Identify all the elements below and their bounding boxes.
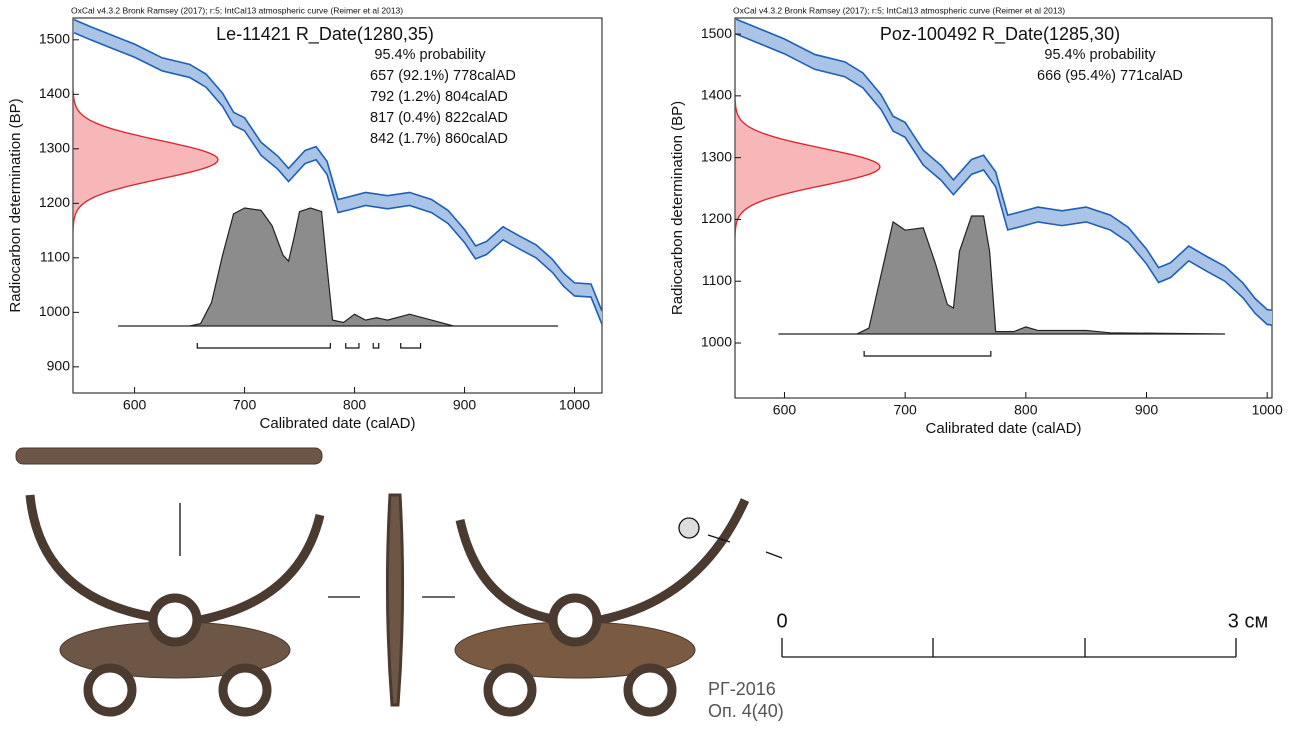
- curve-band: [74, 19, 602, 325]
- scale-label: 3 см: [1228, 610, 1268, 632]
- artifact-ring: [148, 593, 202, 647]
- y-tick-label: 1100: [702, 272, 732, 288]
- y-tick-label: 1500: [701, 25, 732, 41]
- scale-label: 0: [776, 610, 787, 632]
- x-tick-label: 900: [1135, 402, 1159, 418]
- y-axis-label: Radiocarbon determination (BP): [669, 101, 686, 315]
- artifact-ring: [83, 663, 137, 717]
- artifact-drawings: [15, 447, 750, 717]
- chart-title: Le-11421 R_Date(1280,35): [216, 24, 434, 45]
- y-tick-label: 1500: [39, 31, 70, 47]
- calibrated-distribution: [778, 215, 1225, 335]
- x-tick-label: 700: [233, 397, 257, 413]
- y-tick-label: 1200: [39, 194, 70, 210]
- measure-lines: [179, 503, 1237, 658]
- chart-title: Poz-100492 R_Date(1285,30): [880, 24, 1120, 45]
- probability-label: 95.4% probability: [374, 47, 486, 63]
- y-tick-label: 1000: [39, 303, 70, 319]
- curve-edge: [735, 18, 1272, 312]
- y-axis-label: Radiocarbon determination (BP): [7, 98, 24, 312]
- artifact-back-view: [455, 498, 750, 625]
- chart-header: OxCal v4.3.2 Bronk Ramsey (2017); r:5; I…: [71, 5, 403, 15]
- x-tick-label: 900: [453, 397, 477, 413]
- artifact-ring: [623, 663, 677, 717]
- measure-line: [707, 534, 731, 543]
- section-circle: [678, 517, 700, 539]
- y-tick-label: 1300: [701, 148, 732, 164]
- y-tick-label: 1000: [701, 334, 732, 350]
- range-bracket: [196, 343, 331, 349]
- y-tick-label: 1400: [701, 87, 732, 103]
- artifact-ring: [483, 663, 537, 717]
- curve-edge: [73, 18, 602, 312]
- x-tick-label: 1000: [1252, 402, 1283, 418]
- range-label: 817 (0.4%) 822calAD: [370, 110, 508, 126]
- range-label: 666 (95.4%) 771calAD: [1037, 68, 1183, 84]
- range-bracket: [372, 343, 380, 349]
- y-tick-label: 1300: [39, 140, 70, 156]
- range-label: 657 (92.1%) 778calAD: [370, 68, 516, 84]
- artifact-side-view: [15, 447, 323, 465]
- calibrated-distribution: [118, 207, 559, 327]
- curve-edge: [73, 31, 602, 325]
- x-axis-label: Calibrated date (calAD): [260, 415, 416, 432]
- x-tick-label: 600: [773, 402, 797, 418]
- radiocarbon-distribution: [73, 82, 219, 237]
- x-tick-label: 800: [1014, 402, 1038, 418]
- x-tick-label: 700: [893, 402, 917, 418]
- y-tick-label: 1400: [39, 85, 70, 101]
- y-tick-label: 1100: [40, 249, 70, 265]
- x-tick-label: 1000: [559, 397, 590, 413]
- artifact-profile-view: [385, 493, 405, 707]
- artifact-ring: [218, 663, 272, 717]
- find-code: РГ-2016: [708, 679, 776, 699]
- range-label: 792 (1.2%) 804calAD: [370, 89, 508, 105]
- range-label: 842 (1.7%) 860calAD: [370, 131, 508, 147]
- range-bracket: [345, 343, 360, 349]
- probability-label: 95.4% probability: [1044, 47, 1156, 63]
- chart-header: OxCal v4.3.2 Bronk Ramsey (2017); r:5; I…: [733, 5, 1065, 15]
- range-bracket: [400, 343, 422, 349]
- measure-line: [765, 551, 783, 559]
- plot-area: [73, 18, 602, 327]
- artifact-ring: [548, 593, 602, 647]
- range-bracket: [863, 351, 992, 357]
- plot-area: [735, 18, 1272, 335]
- x-tick-label: 800: [343, 397, 367, 413]
- find-context: Оп. 4(40): [708, 701, 784, 721]
- y-tick-label: 1200: [701, 210, 732, 226]
- radiocarbon-distribution: [735, 92, 881, 242]
- curve-edge: [735, 33, 1272, 326]
- x-axis-label: Calibrated date (calAD): [926, 420, 1082, 437]
- x-tick-label: 600: [123, 397, 147, 413]
- y-tick-label: 900: [47, 358, 71, 374]
